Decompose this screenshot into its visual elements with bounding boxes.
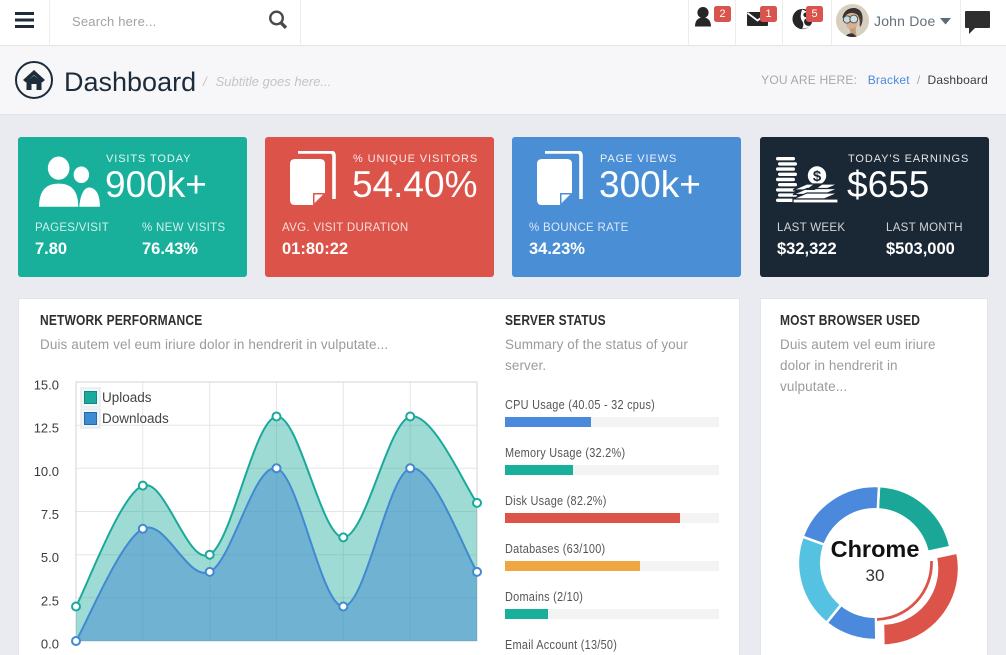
svg-text:12.5: 12.5 xyxy=(34,421,59,436)
svg-text:15.0: 15.0 xyxy=(34,378,59,393)
svg-text:2.5: 2.5 xyxy=(41,593,59,608)
svg-text:Uploads: Uploads xyxy=(102,390,152,405)
svg-text:5.0: 5.0 xyxy=(41,550,59,565)
svg-text:10.0: 10.0 xyxy=(34,464,59,479)
svg-text:Downloads: Downloads xyxy=(102,411,169,426)
svg-text:7.5: 7.5 xyxy=(41,507,59,522)
svg-text:0.0: 0.0 xyxy=(41,637,59,652)
svg-text:30: 30 xyxy=(866,566,885,585)
svg-text:$: $ xyxy=(813,168,822,185)
svg-text:Chrome: Chrome xyxy=(831,536,920,562)
